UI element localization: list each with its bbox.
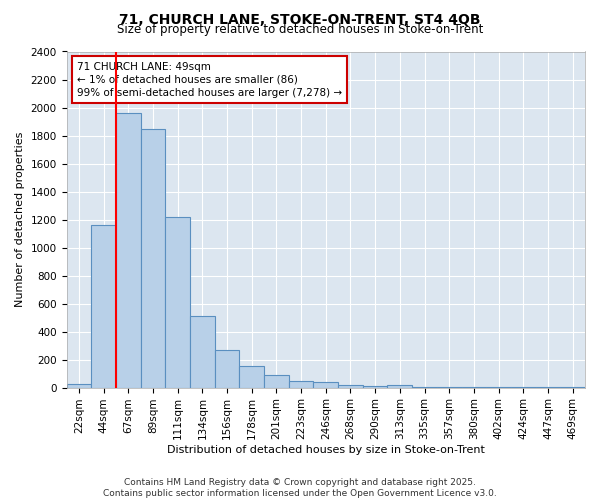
Bar bbox=[215, 350, 239, 388]
Text: 71 CHURCH LANE: 49sqm
← 1% of detached houses are smaller (86)
99% of semi-detac: 71 CHURCH LANE: 49sqm ← 1% of detached h… bbox=[77, 62, 342, 98]
Bar bbox=[165, 216, 190, 388]
Bar bbox=[116, 113, 140, 388]
Y-axis label: Number of detached properties: Number of detached properties bbox=[15, 132, 25, 307]
Bar bbox=[412, 387, 437, 388]
Bar bbox=[264, 376, 289, 388]
Bar bbox=[239, 366, 264, 388]
Text: Size of property relative to detached houses in Stoke-on-Trent: Size of property relative to detached ho… bbox=[117, 22, 483, 36]
Bar bbox=[313, 382, 338, 388]
Bar bbox=[140, 129, 165, 388]
Bar bbox=[190, 316, 215, 388]
Bar bbox=[289, 381, 313, 388]
Bar bbox=[338, 385, 363, 388]
Bar bbox=[388, 385, 412, 388]
Bar bbox=[363, 386, 388, 388]
Bar bbox=[67, 384, 91, 388]
Bar bbox=[91, 225, 116, 388]
X-axis label: Distribution of detached houses by size in Stoke-on-Trent: Distribution of detached houses by size … bbox=[167, 445, 485, 455]
Text: 71, CHURCH LANE, STOKE-ON-TRENT, ST4 4QB: 71, CHURCH LANE, STOKE-ON-TRENT, ST4 4QB bbox=[119, 12, 481, 26]
Text: Contains HM Land Registry data © Crown copyright and database right 2025.
Contai: Contains HM Land Registry data © Crown c… bbox=[103, 478, 497, 498]
